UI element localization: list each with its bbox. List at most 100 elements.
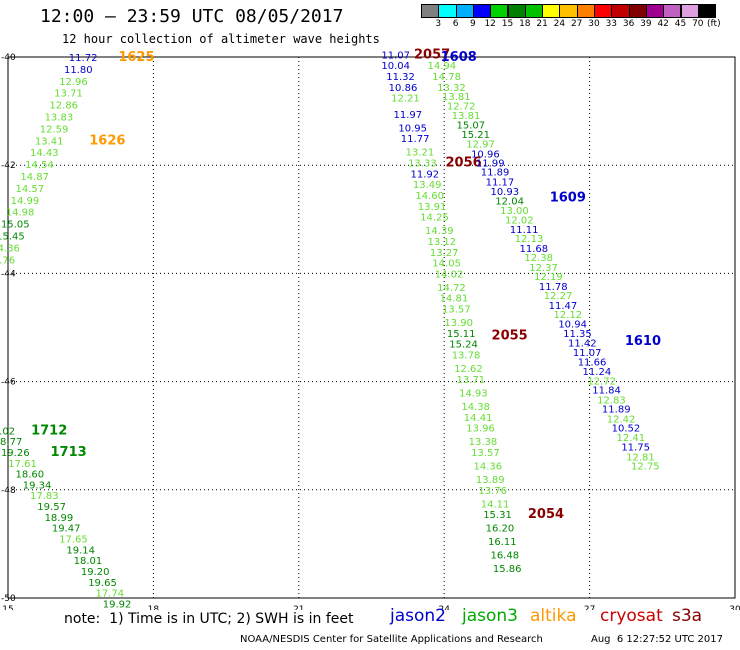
wave-height-label: 14.94 xyxy=(427,61,456,72)
wave-height-label: 13.91 xyxy=(418,202,447,213)
pass-time-label: 2057 xyxy=(414,47,450,62)
wave-height-label: 12.72 xyxy=(447,102,476,113)
wave-height-label: 12.21 xyxy=(391,94,420,105)
wave-height-label: 12.38 xyxy=(524,253,553,264)
wave-height-label: 18.77 xyxy=(0,437,22,448)
wave-height-label: 19.65 xyxy=(88,578,117,589)
map-frame xyxy=(7,56,736,599)
wave-height-label: 11.77 xyxy=(401,134,430,145)
wave-height-label: 14.99 xyxy=(11,196,40,207)
satellite-jason2: jason2 xyxy=(390,606,446,626)
y-tick-label: -42 xyxy=(1,161,16,171)
wave-height-label: 14.36 xyxy=(0,243,20,254)
wave-height-label: 12.96 xyxy=(59,77,88,88)
x-tick-label: 21 xyxy=(293,605,304,610)
wave-height-label: 12.83 xyxy=(597,395,626,406)
wave-height-label: 10.93 xyxy=(490,187,519,198)
wave-height-label: 12.75 xyxy=(631,461,660,472)
legend-label: 24 xyxy=(553,19,566,29)
wave-height-label: 15.31 xyxy=(483,510,512,521)
pass-time-label: 1608 xyxy=(441,50,477,65)
credit-text: NOAA/NESDIS Center for Satellite Applica… xyxy=(240,634,543,645)
pass-time-label: 2054 xyxy=(528,507,564,522)
wave-height-label: 14.02 xyxy=(435,269,464,280)
wave-height-label: 13.57 xyxy=(471,448,500,459)
legend-label: 9 xyxy=(470,19,476,29)
wave-height-label: 14.54 xyxy=(25,160,54,171)
wave-height-label: 11.72 xyxy=(69,53,98,64)
timestamp-text: Aug 6 12:27:52 UTC 2017 xyxy=(591,634,723,645)
wave-height-label: 15.05 xyxy=(1,220,30,231)
wave-height-label: 13.81 xyxy=(442,92,471,103)
wave-height-label: 13.49 xyxy=(413,180,442,191)
wave-height-label: 11.07 xyxy=(381,50,410,61)
wave-height-label: 11.75 xyxy=(621,443,650,454)
wave-height-label: 13.76 xyxy=(478,486,507,497)
wave-height-label: 13.96 xyxy=(466,424,495,435)
wave-height-label: 12.12 xyxy=(553,310,582,321)
wave-height-label: 13.27 xyxy=(430,248,459,259)
wave-height-label: 14.72 xyxy=(437,283,466,294)
legend-label: 3 xyxy=(435,19,442,29)
wave-height-label: 14.11 xyxy=(481,499,510,510)
wave-height-label: 14.60 xyxy=(415,191,444,202)
satellite-cryosat: cryosat xyxy=(600,606,663,626)
wave-height-label: 14.78 xyxy=(432,72,461,83)
wave-height-label: 15.21 xyxy=(461,130,490,141)
legend-label: 70 xyxy=(692,19,704,29)
wave-height-label: 17.83 xyxy=(30,491,59,502)
legend-label: 33 xyxy=(605,19,618,29)
wave-height-label: 11.24 xyxy=(583,367,612,378)
wave-height-label: 10.95 xyxy=(398,123,427,134)
wave-height-label: 10.04 xyxy=(381,61,410,72)
wave-height-label: 12.02 xyxy=(505,215,534,226)
legend-label: 42 xyxy=(657,19,669,29)
wave-height-label: 12.19 xyxy=(534,272,563,283)
wave-height-label: 13.21 xyxy=(406,148,435,159)
wave-height-label: 12.41 xyxy=(616,433,645,444)
wave-height-label: 14.57 xyxy=(15,184,44,195)
wave-height-label: 14.87 xyxy=(20,172,49,183)
wave-height-label: 11.11 xyxy=(510,225,539,236)
legend-label: 6 xyxy=(452,19,459,29)
wave-height-label: 14.76 xyxy=(0,255,15,266)
wave-height-label: 12.37 xyxy=(529,263,558,274)
pass-time-label: 1626 xyxy=(89,133,125,148)
wave-height-label: 12.72 xyxy=(587,377,616,388)
wave-height-label: 11.99 xyxy=(476,158,505,169)
wave-height-label: 11.42 xyxy=(568,339,597,350)
wave-height-label: 10.52 xyxy=(612,424,641,435)
wave-height-label: 14.43 xyxy=(30,148,59,159)
satellite-altika: altika xyxy=(530,606,577,626)
wave-height-label: 13.12 xyxy=(427,237,456,248)
pass-time-label: 2055 xyxy=(492,329,528,344)
x-tick-label: 24 xyxy=(438,605,450,610)
y-tick-label: -50 xyxy=(1,594,16,604)
wave-height-label: 10.86 xyxy=(389,83,418,94)
wave-height-label: 17.65 xyxy=(59,534,88,545)
wave-height-label: 18.01 xyxy=(74,556,103,567)
wave-height-label: 19.20 xyxy=(81,567,110,578)
wave-height-label: 13.90 xyxy=(444,318,473,329)
wave-height-label: 14.93 xyxy=(459,388,488,399)
y-tick-label: -48 xyxy=(1,486,16,496)
wave-height-label: 11.47 xyxy=(549,301,578,312)
wave-height-label: 13.71 xyxy=(54,89,83,100)
legend-label: 39 xyxy=(640,19,652,29)
satellite-s3a: s3a xyxy=(672,606,703,626)
legend-label: 27 xyxy=(570,19,583,29)
wave-height-label: 15.24 xyxy=(449,340,478,351)
legend-label: 36 xyxy=(622,19,635,29)
wave-height-label: 16.20 xyxy=(486,524,515,535)
wave-height-label: 13.71 xyxy=(457,375,486,386)
wave-height-label: 11.97 xyxy=(394,110,423,121)
wave-height-label: 15.07 xyxy=(457,121,486,132)
wave-height-label: 11.32 xyxy=(386,72,415,83)
wave-height-label: 13.41 xyxy=(35,136,64,147)
y-tick-label: -40 xyxy=(1,53,16,63)
wave-height-label: 19.34 xyxy=(23,480,52,491)
wave-height-label: 14.36 xyxy=(473,461,502,472)
legend-label: 45 xyxy=(674,19,687,29)
footer-note: note: 1) Time is in UTC; 2) SWH is in fe… xyxy=(64,611,354,627)
wave-height-label: 18.99 xyxy=(45,513,74,524)
